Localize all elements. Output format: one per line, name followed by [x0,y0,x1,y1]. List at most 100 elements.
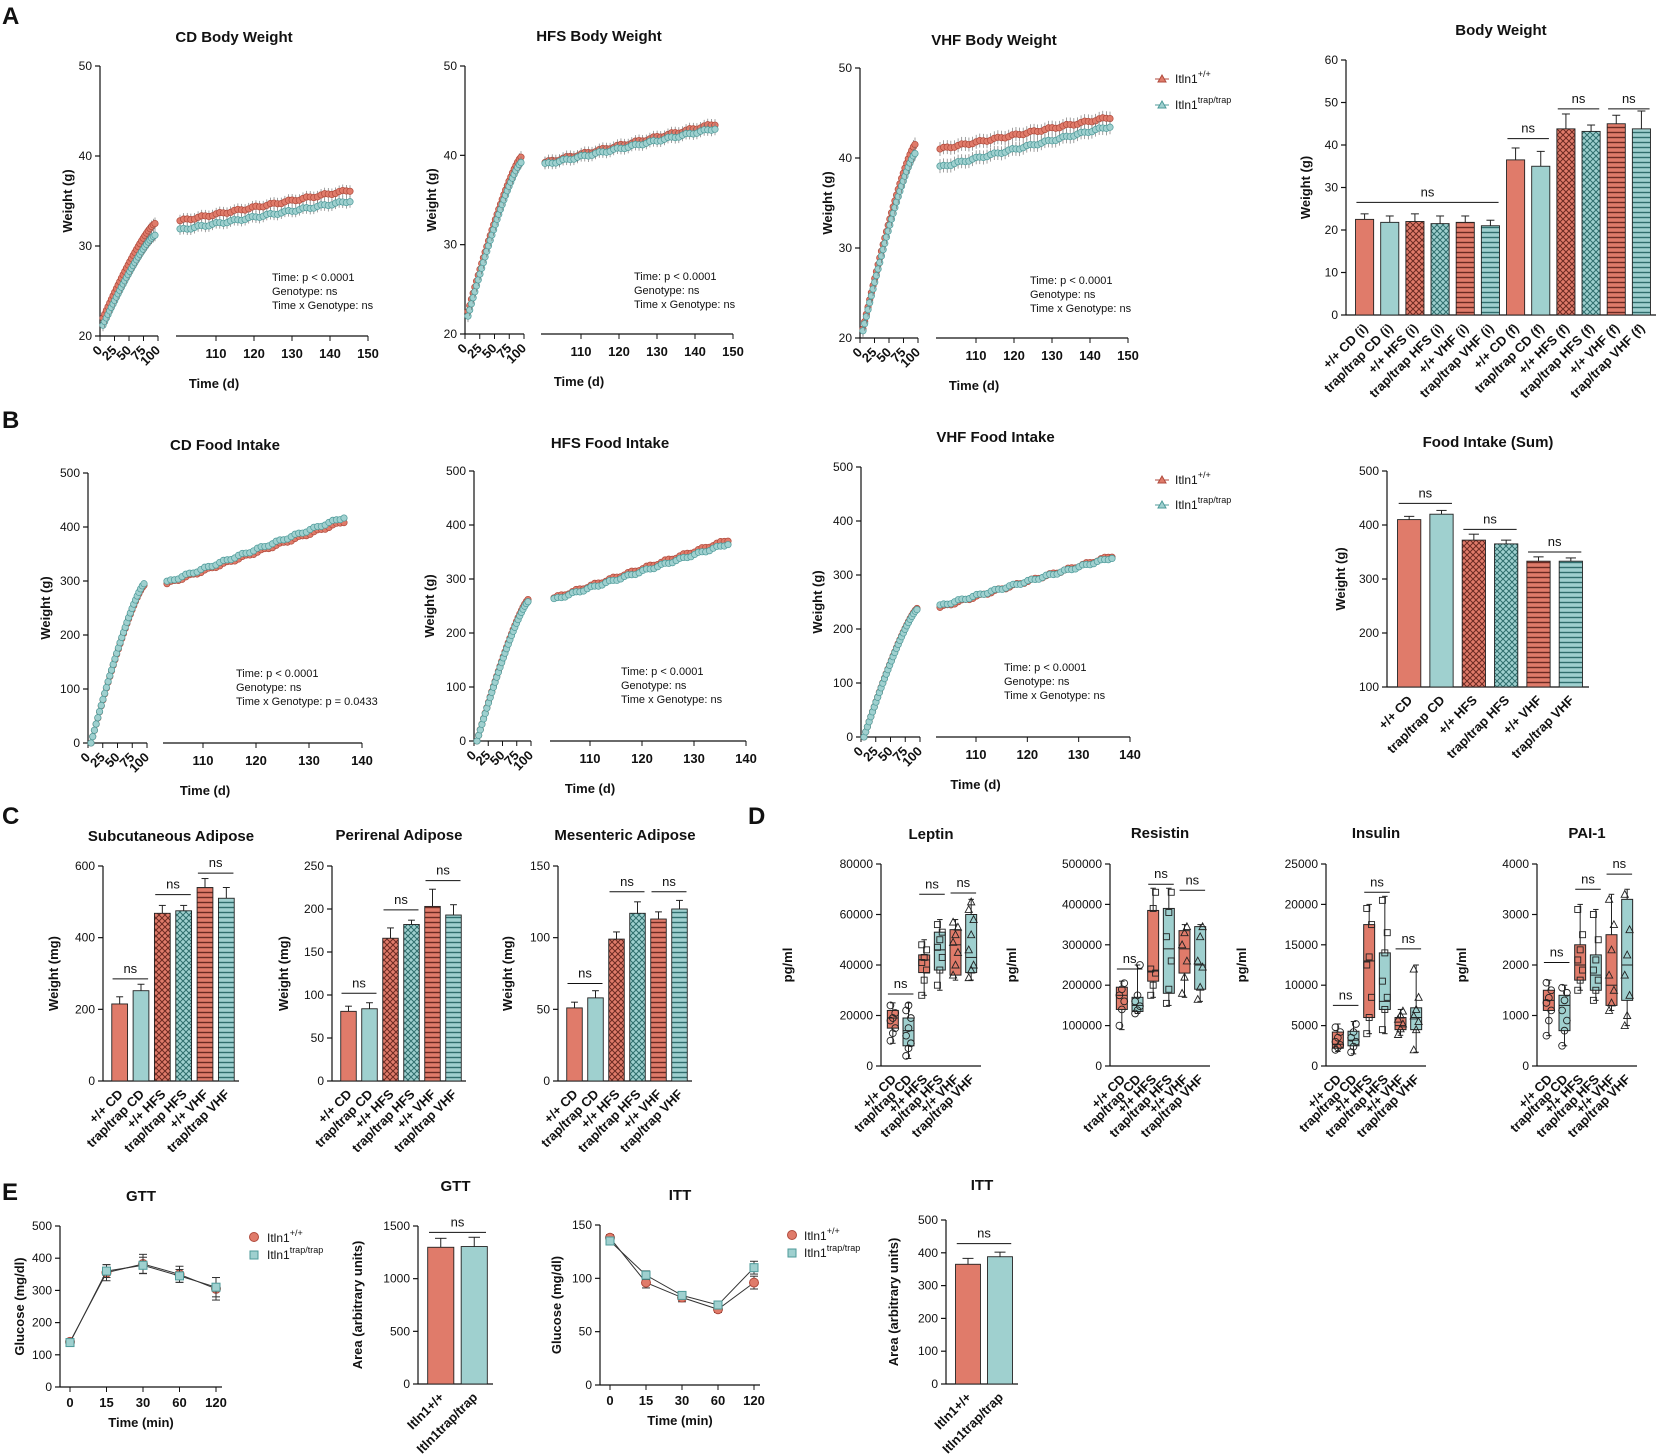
data-point [1177,988,1187,997]
x-tick-label: 130 [1041,348,1063,363]
stat-line: Time x Genotype: ns [272,300,374,312]
y-tick-label: 200 [446,626,466,640]
x-axis-label: Time (d) [554,374,604,389]
ns-label: ns [1154,866,1168,881]
stat-line: Time: p < 0.0001 [272,272,354,284]
ns-label: ns [1622,91,1636,106]
box [1194,926,1207,990]
x-axis-label: Time (d) [949,378,999,393]
data-point [948,917,958,926]
data-point [1363,904,1371,912]
chart-title: HFS Food Intake [551,435,669,452]
bar [1506,159,1526,316]
bar [1355,218,1375,316]
y-tick-label: 15000 [1285,938,1319,952]
x-tick-label: 140 [319,346,341,361]
data-point [1136,1002,1144,1011]
y-tick-label: 4000 [1502,857,1529,871]
data-point [1620,970,1630,979]
box [1574,944,1587,981]
svg-text:Itln1+/+: Itln1+/+ [1175,69,1211,86]
data-point [920,976,928,984]
y-tick-label: 50 [444,59,458,73]
chart-cd-fi: CD Food Intake Weight (g) 0 100 200 300 400 500… [38,437,378,798]
x-tick-label: 120 [205,1395,227,1410]
data-point [1411,1024,1421,1034]
data-point [1560,996,1569,1005]
data-point [911,149,919,158]
y-axis-label: Glucose (mg/dl) [12,1257,27,1355]
stat-line: Genotype: ns [1004,676,1070,688]
y-tick-label: 30 [839,241,853,255]
data-point [1177,940,1187,949]
data-point [966,897,976,906]
legend-itt-wt: Itln1+/+ [787,1226,840,1243]
stat-line: Time x Genotype: ns [1004,690,1106,702]
y-axis-label: pg/ml [1234,948,1249,983]
data-point [1136,961,1144,969]
data-point [904,1001,913,1010]
data-point [886,1016,895,1025]
data-point [862,313,870,321]
y-tick-label: 0 [45,1380,52,1394]
bar [445,914,462,1082]
stat-line: Time x Genotype: ns [634,299,736,311]
bar [340,1010,357,1082]
ns-label: ns [1548,534,1562,549]
x-tick-label: 15 [639,1393,653,1408]
x-tick-label: 110 [571,344,592,359]
data-point [1579,931,1587,939]
y-axis-label: Glucose (mg/dl) [549,1256,564,1354]
stat-line: Time: p < 0.0001 [236,668,318,680]
data-point [1579,966,1587,974]
panel-label-c: C [2,803,19,830]
bar [629,912,646,1082]
data-point [1162,933,1170,941]
data-point [886,221,894,229]
bar [1606,123,1626,316]
data-point [175,1271,184,1281]
box [965,914,978,974]
y-tick-label: 0 [846,730,853,744]
data-point [933,981,941,989]
x-tick-label: 15 [99,1395,113,1410]
x-tick-label: 110 [966,747,987,762]
data-point [1607,945,1616,954]
data-point [1622,1010,1632,1019]
chart-title: CD Food Intake [170,437,280,454]
y-axis-label: Area (arbitrary units) [350,1241,365,1370]
data-point [677,1290,687,1300]
y-tick-label: 20 [1325,223,1339,237]
y-tick-label: 600 [75,859,95,873]
ns-label: ns [956,875,970,890]
ns-label: ns [662,874,676,889]
stat-line: Genotype: ns [634,285,700,297]
data-point [1547,1006,1556,1015]
y-tick-label: 80000 [840,857,874,871]
data-point [1182,921,1192,931]
data-point [467,300,475,308]
x-tick-label: 140 [1119,747,1141,762]
x-tick-label: 110 [966,348,987,363]
y-tick-label: 0 [931,1377,938,1391]
legend-b: Itln1+/+ Itln1trap/trap [1155,470,1231,512]
x-tick-label: 60 [172,1395,186,1410]
data-point [1378,1026,1386,1034]
stat-line: Genotype: ns [621,680,687,692]
svg-text:Itln1trap/trap: Itln1trap/trap [1175,95,1231,112]
series-trap [87,514,348,747]
data-point [464,312,472,320]
data-point [1409,1011,1419,1020]
chart-title: Subcutaneous Adipose [88,828,254,845]
y-tick-label: 500 [32,1219,52,1233]
ns-label: ns [925,876,939,891]
series-trap [860,554,1116,741]
chart-resistin: Resistin pg/ml 0 100000 200000 300000 400000 50… [1004,825,1210,1140]
data-point [1398,1006,1408,1015]
legend-b-trap: Itln1trap/trap [1155,495,1231,512]
y-tick-label: 100 [572,1271,592,1285]
data-point [871,278,879,286]
x-tick-label: 130 [683,751,705,766]
data-point [1165,985,1173,993]
y-tick-label: 0 [403,1377,410,1391]
